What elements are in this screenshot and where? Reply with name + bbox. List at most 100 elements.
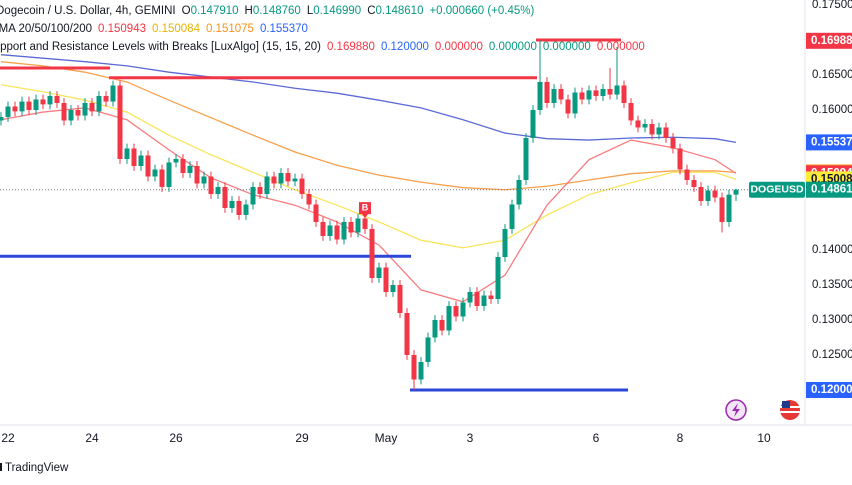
candle-body (40, 99, 46, 105)
candle-body (516, 179, 522, 205)
price-tag (806, 381, 852, 398)
legend-part: 0.000000 (489, 41, 537, 53)
brand: TradingView (5, 462, 69, 474)
y-tick-label: 0.13000 (812, 314, 852, 326)
legend-indicator: EMA 20/50/100/200 0.150943 0.150084 0.15107… (0, 23, 308, 35)
flag-icon[interactable] (780, 400, 800, 420)
legend-part: Dogecoin / U.S. Dollar, 4h, GEMINI (0, 5, 176, 17)
candle-body (33, 99, 39, 110)
candle-body (96, 95, 102, 112)
candle-body (565, 99, 571, 114)
candle-body (551, 88, 557, 103)
candle-body (460, 302, 466, 317)
candle-body (19, 101, 25, 112)
candle-body (313, 204, 319, 222)
candle-body (299, 178, 305, 194)
brand-logo (0, 463, 2, 471)
moving-average (0, 61, 737, 191)
break-marker (359, 202, 371, 219)
legend-part: 0.155370 (260, 23, 308, 35)
candle-body (243, 204, 249, 215)
break-marker-label: B (362, 202, 369, 212)
candle-body (656, 127, 662, 135)
x-tick-label: 10 (757, 431, 771, 445)
legend-part: 0.150084 (152, 23, 201, 35)
candle-body (348, 221, 354, 233)
candle-body (404, 312, 410, 355)
candle-body (0, 116, 4, 121)
candle-body (61, 102, 67, 121)
legend-part: 0.151075 (206, 23, 254, 35)
candle-body (306, 193, 312, 205)
candle-body (355, 218, 361, 233)
candle-body (362, 218, 368, 229)
price-tag (806, 32, 852, 49)
candle-body (201, 176, 207, 184)
price-tag-label: 0.16988 (811, 35, 852, 47)
x-tick-label: 6 (593, 431, 600, 445)
candle-body (481, 295, 487, 306)
candle-body (124, 148, 130, 159)
candle-body (726, 194, 732, 222)
candle-body (635, 120, 641, 128)
legend-main: Dogecoin / U.S. Dollar, 4h, GEMINI O0.147… (0, 5, 534, 17)
candle-body (215, 186, 221, 194)
price-tag-label: 0.12000 (811, 384, 852, 396)
x-tick-label: 26 (169, 431, 183, 445)
candle-body (474, 291, 480, 306)
legend-part: 0.000000 (435, 41, 483, 53)
legend-part: L (307, 5, 314, 17)
candle-body (320, 221, 326, 236)
candle-body (236, 200, 242, 215)
candle-body (390, 284, 396, 292)
candle-body (705, 190, 711, 201)
candle-body (607, 88, 613, 95)
legend-part: Support and Resistance Levels with Break… (0, 41, 321, 53)
candle-body (257, 186, 263, 194)
legend-part: 0.147910 (191, 5, 239, 17)
candle-body (47, 95, 53, 105)
x-tick-label: 29 (295, 431, 309, 445)
candle-body (712, 190, 718, 198)
legend-part: 0.120000 (381, 41, 429, 53)
legend-part: 0.150943 (98, 23, 146, 35)
candle-body (341, 221, 347, 240)
candle-body (334, 225, 340, 240)
alert-icon[interactable] (725, 399, 747, 421)
candle-body (250, 186, 256, 205)
candle-body (264, 176, 270, 194)
y-tick-label: 0.13500 (812, 279, 852, 291)
candle-body (698, 186, 704, 201)
candle-body (600, 88, 606, 96)
candle-body (138, 155, 144, 166)
candle-body (495, 256, 501, 299)
candle-body (453, 305, 459, 317)
moving-average (0, 107, 737, 303)
symbol-tag (749, 181, 805, 198)
candle-body (278, 172, 284, 184)
candle-body (586, 90, 592, 100)
candle-body (159, 169, 165, 187)
axes: 0.17500 0.16500 0.16000 0.14000 0.13500 0.130… (1, 0, 852, 445)
candle-body (222, 186, 228, 208)
candle-body (502, 228, 508, 257)
candle-body (558, 88, 564, 100)
candle-body (292, 178, 298, 182)
legend-part: 0.148610 (376, 5, 424, 17)
legend-part: 0.148760 (253, 5, 301, 17)
legend-part: 0.169880 (327, 41, 375, 53)
price-tag (806, 181, 852, 198)
candle-body (82, 102, 88, 116)
candle-body (194, 165, 200, 184)
candle-body (383, 267, 389, 292)
legend-part: EMA 20/50/100/200 (0, 23, 92, 35)
x-tick-label: 3 (467, 431, 474, 445)
y-tick-label: 0.17500 (812, 0, 852, 11)
candle-body (537, 81, 543, 110)
price-tag-label: 0.14861 (811, 184, 852, 196)
candle-body (425, 337, 431, 362)
candle-body (180, 158, 186, 173)
candle-body (719, 197, 725, 222)
